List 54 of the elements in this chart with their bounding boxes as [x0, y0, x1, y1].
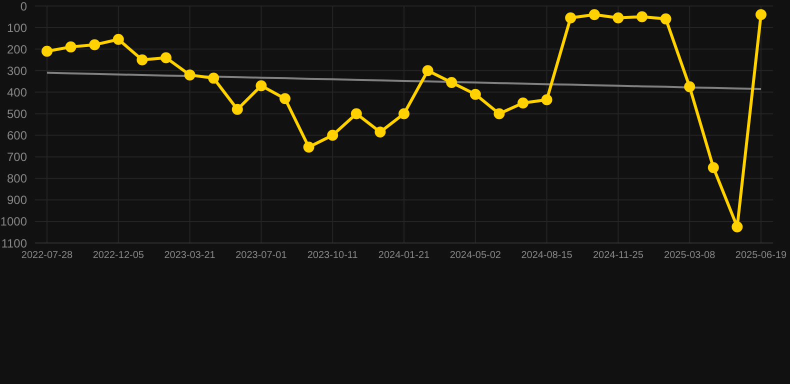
- point: [612, 12, 624, 24]
- x-tick-label: 2022-07-28: [21, 250, 74, 262]
- point: [42, 46, 52, 57]
- point: [684, 81, 696, 92]
- point: [708, 162, 719, 174]
- y-tick-label: 800: [6, 172, 28, 186]
- x-tick-label: 2024-01-21: [378, 250, 430, 262]
- y-tick-label: 1000: [0, 214, 28, 229]
- point: [136, 54, 148, 66]
- x-tick-label: 2025-03-08: [664, 250, 716, 262]
- point: [565, 12, 576, 24]
- y-tick-label: 400: [6, 85, 28, 100]
- point: [112, 34, 124, 45]
- point: [541, 94, 552, 106]
- x-tick-label: 2025-06-19: [735, 250, 788, 262]
- point: [398, 108, 410, 120]
- point: [256, 80, 267, 92]
- point: [494, 108, 505, 120]
- y-tick-label: 700: [6, 150, 28, 164]
- point: [422, 65, 434, 76]
- point: [303, 142, 314, 153]
- point: [280, 93, 290, 104]
- y-tick-label: 0: [20, 0, 28, 14]
- point: [374, 126, 386, 138]
- x-tick-label: 2023-10-11: [307, 250, 358, 262]
- x-tick-label: 2022-12-05: [92, 250, 144, 262]
- y-tick-label: 100: [6, 20, 28, 35]
- point: [208, 72, 220, 84]
- point: [350, 108, 362, 120]
- y-tick-label: 600: [6, 128, 28, 143]
- point: [518, 97, 528, 108]
- y-tick-label: 300: [6, 64, 28, 78]
- point: [588, 9, 600, 20]
- y-tick-label: 900: [6, 193, 28, 208]
- x-tick-label: 2024-08-15: [521, 250, 573, 262]
- point: [636, 11, 648, 22]
- point: [327, 130, 338, 141]
- point: [89, 39, 100, 50]
- point: [732, 221, 743, 232]
- point: [184, 69, 196, 80]
- point: [756, 9, 766, 20]
- x-tick-label: 2023-07-01: [236, 250, 288, 262]
- point: [160, 52, 172, 64]
- y-tick-label: 500: [6, 106, 28, 121]
- y-tick-label: 200: [6, 42, 28, 56]
- point: [470, 88, 481, 100]
- x-tick-label: 2024-05-02: [450, 250, 502, 262]
- point: [232, 104, 243, 115]
- x-tick-label: 2024-11-25: [592, 250, 644, 262]
- point: [65, 41, 76, 52]
- x-tick-label: 2023-03-21: [164, 250, 216, 262]
- y-tick-label: 1100: [1, 236, 28, 250]
- point: [660, 13, 672, 24]
- point: [446, 76, 458, 88]
